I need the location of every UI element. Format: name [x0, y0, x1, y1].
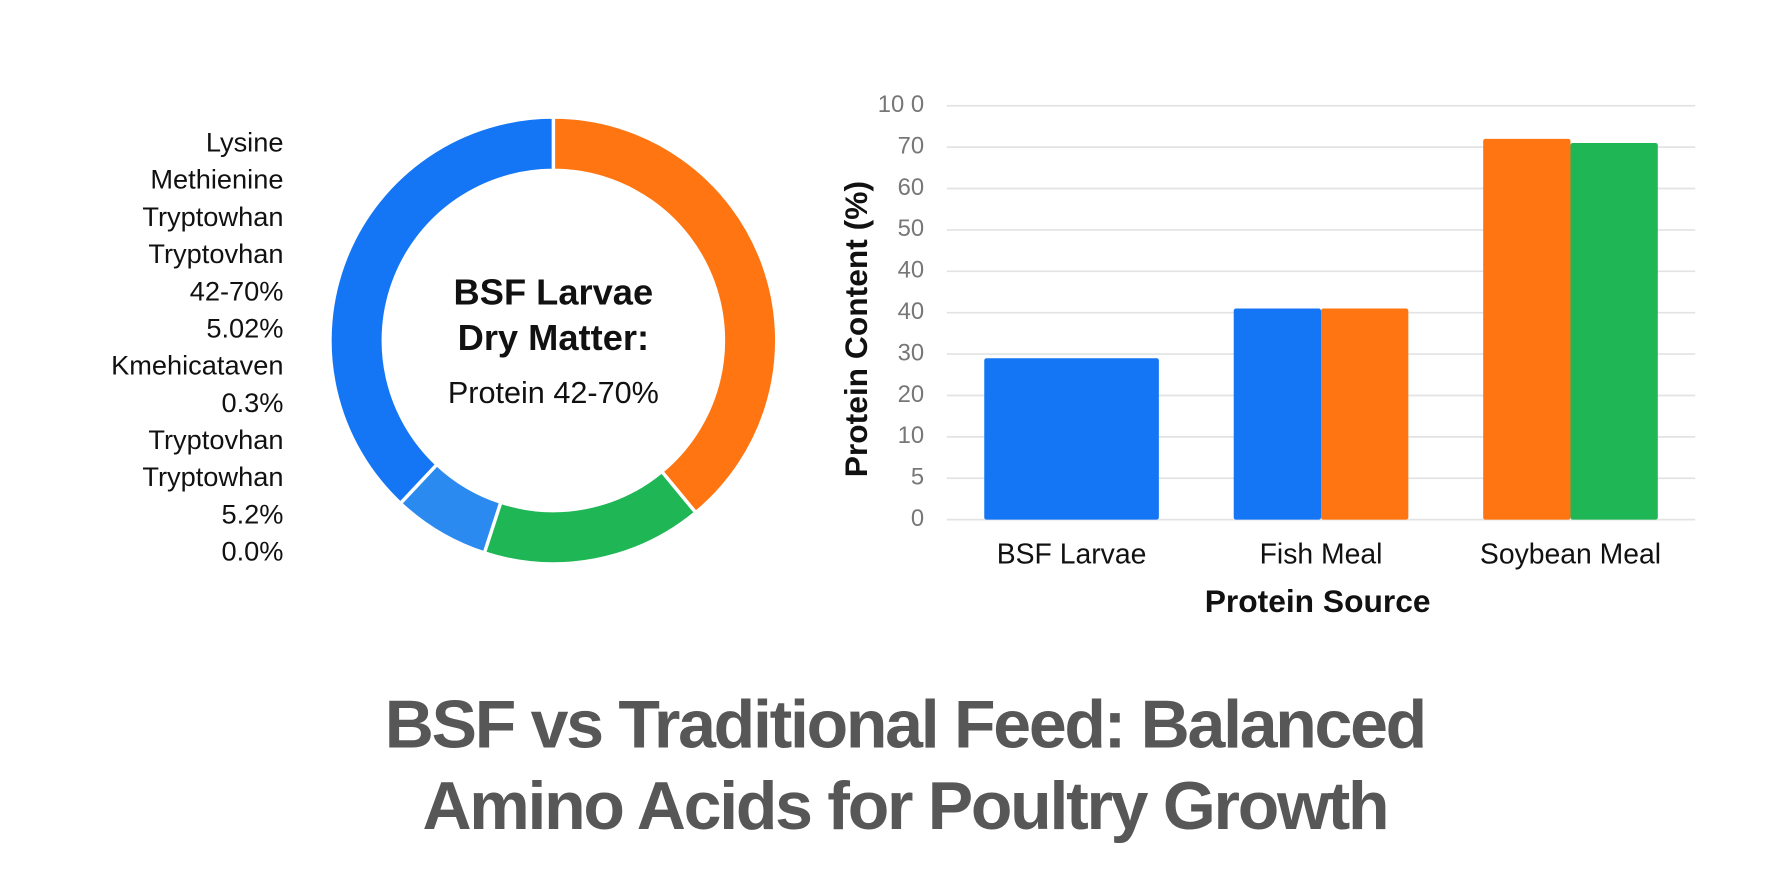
x-axis-title: Protein Source — [1205, 583, 1431, 619]
y-tick-label: 40 — [898, 257, 924, 284]
center-label: Dry Matter: — [458, 317, 649, 358]
bar — [1483, 138, 1571, 520]
y-axis-title: Protein Content (%) — [838, 181, 874, 477]
annotation: Tryptowhan — [142, 461, 283, 492]
x-tick-label: BSF Larvae — [997, 538, 1147, 570]
y-tick-label: 10 — [898, 422, 924, 449]
y-tick-label: 70 — [898, 132, 924, 159]
annotation: Lysine — [206, 126, 284, 157]
bar — [1570, 143, 1658, 520]
y-tick-label: 0 — [911, 505, 924, 532]
title: BSF vs Traditional Feed: Balanced — [385, 686, 1425, 762]
bar — [984, 358, 1159, 520]
annotation: 0.0% — [221, 536, 283, 567]
y-tick-label: 30 — [898, 339, 924, 366]
annotation: Tryptovhan — [148, 424, 283, 455]
center-label: Protein 42-70% — [448, 376, 659, 410]
x-tick-label: Soybean Meal — [1480, 538, 1661, 570]
bar — [1233, 308, 1322, 520]
annotation: Tryptowhan — [142, 201, 283, 232]
y-tick-label: 5 — [911, 464, 924, 491]
donut-segment — [551, 115, 779, 515]
annotation: 0.3% — [221, 387, 283, 418]
y-tick-label: 60 — [898, 174, 924, 201]
bar — [1321, 308, 1409, 520]
annotation: Tryptovhan — [148, 238, 283, 269]
y-tick-label: 40 — [898, 298, 924, 325]
y-tick-label: 50 — [898, 215, 924, 242]
title: Amino Acids for Poultry Growth — [422, 768, 1387, 844]
annotation: 42-70% — [190, 275, 284, 306]
annotation: 5.02% — [206, 312, 283, 343]
y-tick-label: 20 — [898, 381, 924, 408]
x-tick-label: Fish Meal — [1260, 538, 1383, 570]
annotation: Kmehicataven — [111, 350, 283, 381]
y-tick-label: 10 0 — [878, 91, 924, 118]
center-label: BSF Larvae — [454, 272, 654, 313]
donut-segment — [328, 115, 556, 506]
annotation: Methienine — [150, 164, 283, 195]
annotation: 5.2% — [221, 498, 283, 529]
